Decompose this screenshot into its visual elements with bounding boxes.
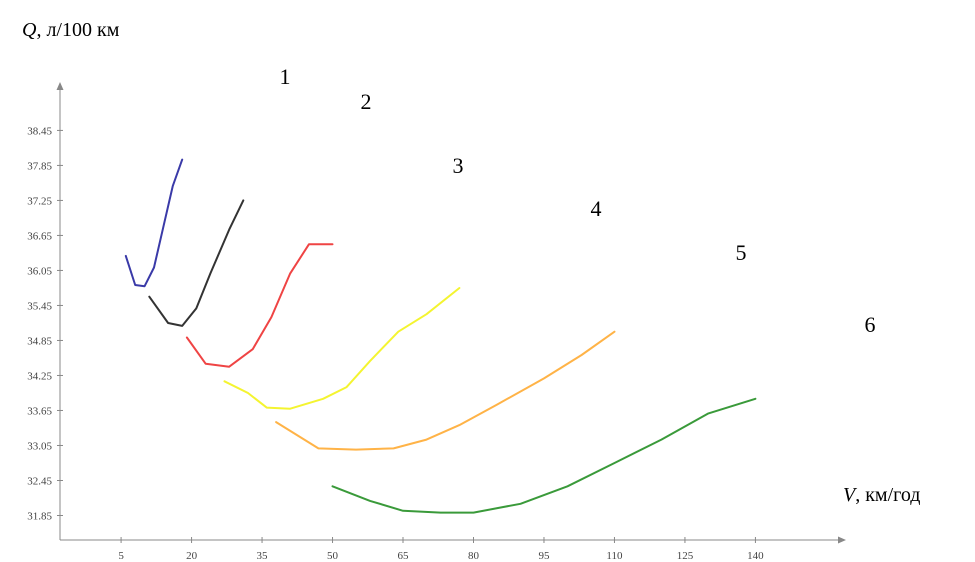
- y-axis-variable: Q: [22, 19, 37, 41]
- x-tick-label: 95: [538, 550, 550, 562]
- series-line-5: [275, 330, 616, 451]
- axes: [56, 82, 846, 544]
- series-line-1: [124, 158, 184, 288]
- x-tick-label: 65: [398, 550, 410, 562]
- x-axis-title: V, км/год: [843, 484, 920, 506]
- y-tick-label: 34.85: [27, 335, 52, 347]
- y-tick-label: 37.85: [27, 160, 52, 172]
- series-line-6: [331, 397, 757, 514]
- y-tick-label: 32.45: [27, 475, 52, 487]
- y-tick-label: 34.25: [27, 370, 52, 382]
- y-tick-label: 36.05: [27, 265, 52, 277]
- x-tick-label: 50: [327, 550, 339, 562]
- series-line-2: [148, 199, 245, 327]
- series-line-3: [185, 243, 334, 368]
- y-tick-label: 37.25: [27, 195, 52, 207]
- y-tick-label: 33.65: [27, 405, 52, 417]
- series-group: [124, 158, 757, 514]
- series-label-2: 2: [361, 89, 372, 114]
- series-labels: 1 2 3 4 5 6: [280, 64, 876, 337]
- series-label-6: 6: [865, 312, 876, 337]
- series-label-3: 3: [453, 153, 464, 178]
- x-tick-label: 125: [677, 550, 694, 562]
- y-axis-title: Q, л/100 км: [22, 19, 120, 41]
- ticks: 5 20 35 50 65 80 95 110 125 14031.8532.4533.0533.…: [27, 125, 764, 562]
- y-axis-arrow: [56, 82, 64, 90]
- x-tick-label: 140: [747, 550, 764, 562]
- y-axis-unit: , л/100 км: [36, 19, 119, 41]
- y-tick-label: 38.45: [27, 125, 52, 137]
- x-tick-label: 20: [186, 550, 198, 562]
- x-tick-label: 5: [118, 550, 124, 562]
- x-tick-label: 80: [468, 550, 480, 562]
- series-label-4: 4: [591, 196, 602, 221]
- series-label-1: 1: [280, 64, 291, 89]
- y-tick-label: 31.85: [27, 510, 52, 522]
- series-line-4: [223, 287, 461, 410]
- x-axis-arrow: [838, 536, 846, 544]
- y-tick-label: 35.45: [27, 300, 52, 312]
- x-axis-unit: , км/год: [855, 484, 920, 506]
- y-tick-label: 33.05: [27, 440, 52, 452]
- y-tick-label: 36.65: [27, 230, 52, 242]
- x-tick-label: 110: [606, 550, 623, 562]
- series-label-5: 5: [736, 240, 747, 265]
- x-tick-label: 35: [257, 550, 269, 562]
- x-axis-variable: V: [843, 484, 858, 506]
